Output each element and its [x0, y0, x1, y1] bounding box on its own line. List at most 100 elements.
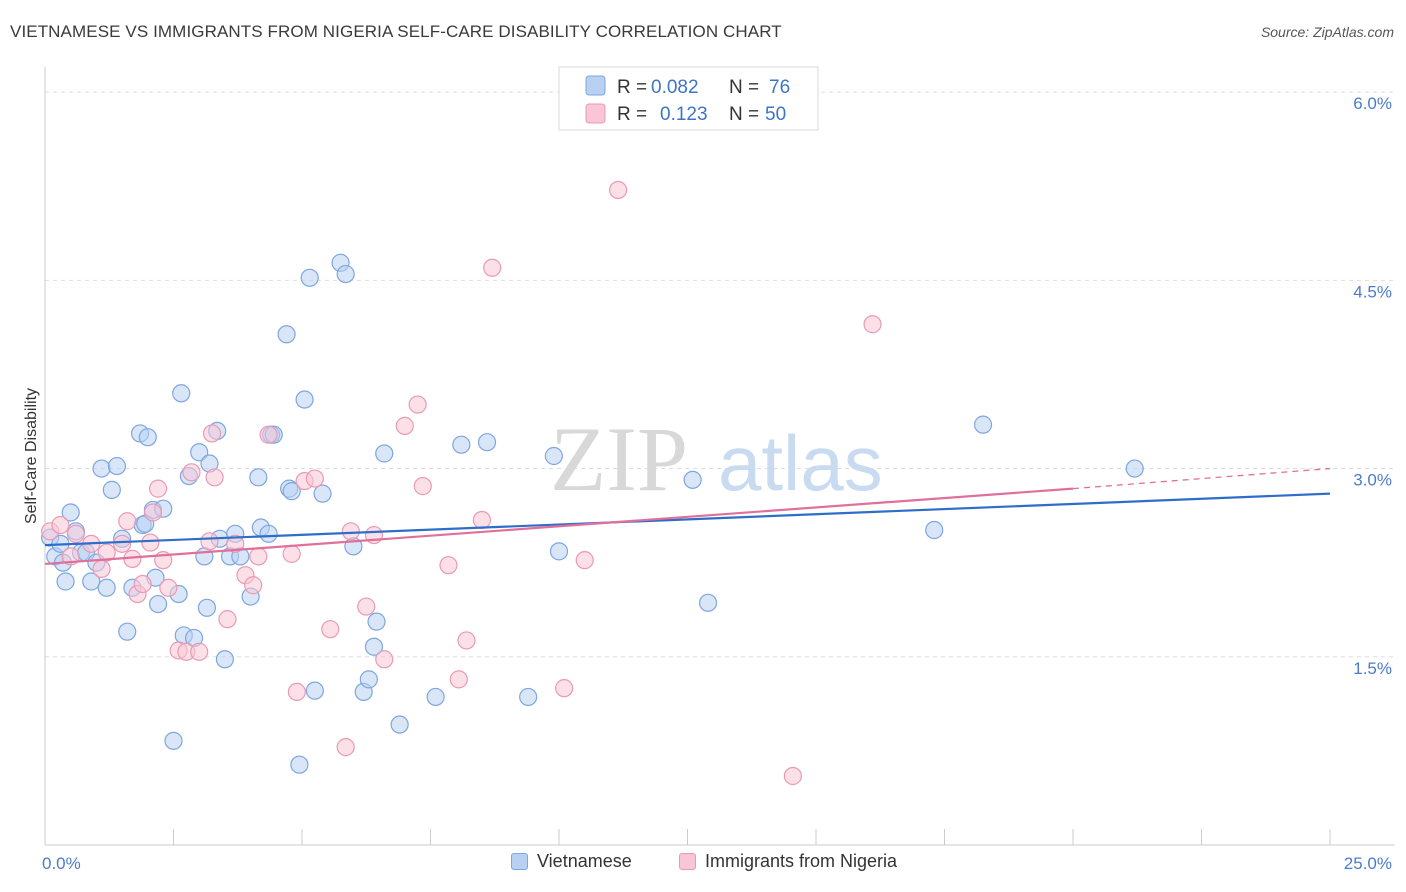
point-nigeria-42	[413, 477, 432, 496]
point-nigeria-25	[226, 534, 245, 553]
point-nigeria-19	[182, 463, 201, 482]
point-vietnamese-28	[172, 384, 191, 403]
trend-line-vietnamese	[44, 492, 1331, 547]
point-nigeria-44	[449, 670, 468, 689]
point-nigeria-47	[483, 258, 502, 277]
point-nigeria-36	[341, 522, 360, 541]
point-nigeria-13	[143, 503, 163, 522]
legend-n-value-2: 50	[765, 104, 786, 125]
point-nigeria-37	[357, 597, 376, 616]
point-nigeria-11	[133, 574, 152, 594]
point-nigeria-34	[321, 620, 340, 639]
point-vietnamese-54	[305, 681, 324, 700]
point-vietnamese-55	[313, 484, 332, 503]
series-legend: Vietnamese Immigrants from Nigeria	[0, 851, 1406, 879]
legend-swatch-blue	[511, 853, 528, 870]
point-nigeria-39	[375, 650, 394, 669]
point-nigeria-28	[249, 547, 268, 566]
point-vietnamese-68	[519, 687, 538, 707]
point-vietnamese-69	[544, 446, 563, 466]
trend-line-nigeria-extension	[1072, 467, 1331, 490]
trend-line-nigeria	[44, 487, 1074, 566]
point-vietnamese-61	[364, 637, 384, 656]
point-nigeria-23	[205, 468, 224, 487]
point-nigeria-43	[439, 556, 458, 575]
point-vietnamese-53	[300, 268, 319, 287]
point-vietnamese-64	[390, 715, 409, 734]
point-vietnamese-51	[290, 755, 309, 774]
chart-title: VIETNAMESE VS IMMIGRANTS FROM NIGERIA SE…	[10, 22, 782, 41]
series-vietnamese-points	[41, 253, 1144, 774]
point-vietnamese-43	[249, 468, 268, 487]
point-nigeria-33	[305, 469, 324, 488]
point-nigeria-16	[159, 578, 178, 597]
point-vietnamese-24	[148, 594, 168, 614]
point-vietnamese-9	[82, 572, 101, 591]
watermark-zip: ZIP	[550, 408, 688, 510]
point-vietnamese-72	[698, 593, 718, 612]
point-vietnamese-52	[295, 390, 314, 409]
point-vietnamese-66	[452, 435, 471, 454]
point-vietnamese-75	[1125, 459, 1144, 478]
y-tick-label-2: 4.5%	[1353, 282, 1392, 301]
legend-r-label-1: R =	[617, 77, 647, 98]
y-tick-label-0: 1.5%	[1353, 659, 1392, 678]
point-vietnamese-4	[61, 503, 80, 522]
point-vietnamese-63	[375, 444, 394, 463]
legend-label-vietnamese: Vietnamese	[537, 851, 632, 871]
point-nigeria-12	[141, 533, 160, 552]
point-vietnamese-21	[138, 428, 157, 447]
chart-source: Source: ZipAtlas.com	[1260, 24, 1394, 40]
point-nigeria-40	[395, 416, 414, 435]
legend-n-value-1: 76	[769, 77, 790, 98]
point-nigeria-52	[863, 315, 882, 334]
point-nigeria-46	[472, 510, 491, 530]
point-nigeria-49	[575, 551, 594, 570]
point-vietnamese-71	[683, 470, 702, 489]
point-nigeria-8	[118, 512, 137, 531]
point-vietnamese-14	[107, 456, 127, 476]
point-vietnamese-67	[477, 433, 497, 452]
point-vietnamese-65	[426, 687, 445, 707]
point-nigeria-35	[336, 738, 355, 757]
point-nigeria-48	[555, 679, 574, 698]
series-nigeria-points	[41, 180, 882, 786]
point-nigeria-51	[783, 766, 802, 786]
point-nigeria-45	[457, 631, 476, 650]
trend-lines	[44, 467, 1331, 566]
point-vietnamese-48	[277, 325, 296, 344]
watermark-atlas: atlas	[718, 419, 883, 507]
watermark: ZIP atlas	[550, 408, 883, 510]
legend-r-label-2: R =	[617, 104, 647, 125]
x-tick-label-1: 25.0%	[1344, 854, 1392, 873]
point-nigeria-6	[97, 543, 116, 562]
point-nigeria-14	[148, 479, 168, 498]
point-nigeria-41	[408, 395, 427, 414]
point-nigeria-1	[51, 515, 70, 535]
point-vietnamese-62	[367, 612, 386, 631]
point-nigeria-3	[66, 524, 85, 543]
correlation-legend: R = 0.082 N = 76 R = 0.123 N = 50	[558, 66, 819, 131]
point-vietnamese-12	[97, 578, 116, 597]
legend-swatch-pink	[679, 853, 696, 870]
y-axis-label: Self-Care Disability	[23, 388, 40, 524]
point-vietnamese-32	[190, 443, 209, 462]
point-vietnamese-11	[92, 459, 111, 478]
point-nigeria-20	[190, 642, 209, 661]
point-vietnamese-70	[549, 542, 569, 561]
point-vietnamese-45	[259, 524, 278, 543]
point-vietnamese-13	[102, 480, 121, 499]
legend-swatch-vietnamese	[585, 75, 606, 96]
point-vietnamese-74	[973, 415, 993, 434]
point-vietnamese-73	[925, 520, 944, 540]
point-vietnamese-33	[195, 547, 214, 566]
point-vietnamese-57	[336, 264, 355, 284]
point-nigeria-24	[218, 610, 237, 629]
point-vietnamese-26	[164, 731, 183, 750]
legend-n-label-2: N =	[729, 104, 759, 125]
legend-item-vietnamese: Vietnamese	[511, 851, 632, 872]
x-tick-labels: 0.0% 25.0%	[42, 854, 1392, 873]
point-nigeria-31	[287, 682, 306, 702]
point-nigeria-29	[259, 425, 278, 444]
